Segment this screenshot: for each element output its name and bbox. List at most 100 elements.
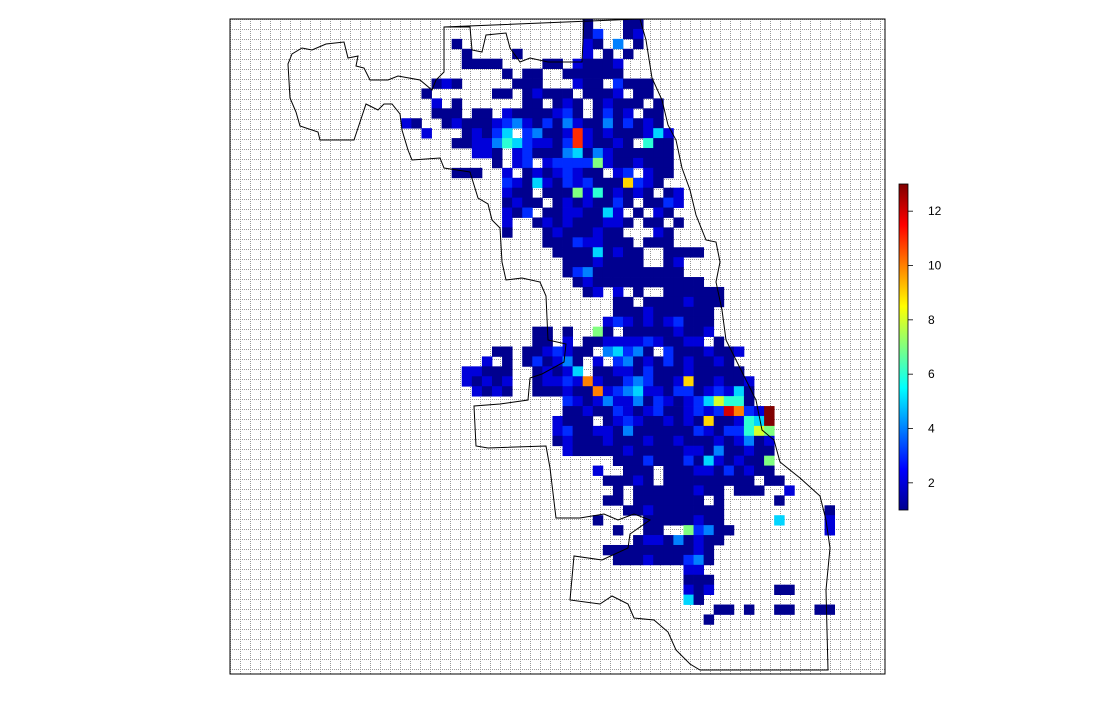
colorbar: 2 4 6 8 10 12: [898, 183, 942, 511]
heatmap-cell: [562, 118, 574, 129]
heatmap-cell: [693, 336, 705, 347]
heatmap-cell: [723, 376, 735, 387]
heatmap-cell: [643, 554, 654, 566]
heatmap-cell: [522, 98, 533, 109]
heatmap-cell: [431, 108, 443, 119]
heatmap-cell: [754, 406, 765, 417]
heatmap-cell: [572, 257, 584, 268]
heatmap-cell: [673, 505, 684, 516]
heatmap-cell: [582, 415, 594, 427]
heatmap-cell: [492, 157, 503, 169]
heatmap-cell: [703, 535, 715, 546]
heatmap-cell: [522, 68, 533, 79]
heatmap-cell: [542, 356, 553, 367]
heatmap-cell: [623, 296, 634, 308]
heatmap-cell: [673, 515, 684, 526]
heatmap-cell: [623, 148, 634, 159]
heatmap-cell: [552, 138, 563, 149]
heatmap-cell: [683, 564, 694, 576]
heatmap-cell: [693, 485, 705, 496]
heatmap-cell: [602, 108, 614, 119]
heatmap-cell: [653, 267, 664, 278]
heatmap-cell: [643, 217, 654, 228]
heatmap-cell: [623, 415, 634, 427]
heatmap-cell: [582, 48, 594, 60]
heatmap-cell: [693, 584, 705, 595]
heatmap-cell: [713, 386, 725, 397]
heatmap-cell: [542, 187, 553, 199]
heatmap-cell: [633, 28, 644, 40]
heatmap-cell: [502, 128, 513, 139]
heatmap-cell: [633, 207, 644, 218]
heatmap-cell: [552, 88, 563, 99]
heatmap-cell: [633, 98, 644, 109]
heatmap-cell: [713, 406, 725, 417]
heatmap-cell: [572, 217, 584, 228]
heatmap-cell: [693, 376, 705, 387]
heatmap-cell: [572, 435, 584, 447]
heatmap-cell: [693, 316, 705, 328]
heatmap-cell: [592, 197, 604, 208]
heatmap-cell: [562, 237, 574, 248]
heatmap-cell: [431, 78, 443, 89]
heatmap-cell: [723, 356, 735, 367]
heatmap-cell: [512, 48, 523, 60]
heatmap-cell: [754, 435, 765, 447]
heatmap-cell: [502, 207, 513, 218]
heatmap-cell: [633, 544, 644, 556]
heatmap-cell: [653, 277, 664, 288]
heatmap-cell: [743, 425, 755, 437]
heatmap-cell: [703, 356, 715, 367]
heatmap-cell: [693, 306, 705, 318]
heatmap-cell: [542, 167, 553, 179]
heatmap-cell: [733, 455, 745, 466]
heatmap-cell: [572, 425, 584, 437]
heatmap-cell: [623, 277, 634, 288]
heatmap-cell: [693, 356, 705, 367]
heatmap-cell: [461, 58, 473, 70]
heatmap-cell: [633, 247, 644, 258]
heatmap-cell: [643, 455, 654, 466]
heatmap-cell: [471, 386, 483, 397]
heatmap-cell: [643, 237, 654, 248]
heatmap-cell: [663, 296, 674, 308]
heatmap-cell: [532, 148, 543, 159]
heatmap-cell: [693, 475, 705, 486]
heatmap-cell: [512, 148, 523, 159]
heatmap-cell: [653, 227, 664, 238]
heatmap-cell: [643, 535, 654, 546]
heatmap-cell: [542, 157, 553, 169]
heatmap-cell: [653, 148, 664, 159]
heatmap-cell: [612, 306, 624, 318]
heatmap-cell: [653, 495, 664, 506]
heatmap-cell: [653, 356, 664, 367]
heatmap-cell: [663, 544, 674, 556]
heatmap-cell: [653, 485, 664, 496]
heatmap-cell: [582, 227, 594, 238]
heatmap-cell: [522, 138, 533, 149]
heatmap-cell: [532, 78, 543, 89]
heatmap-cell: [693, 247, 705, 258]
heatmap-cell: [633, 554, 644, 566]
heatmap-cell: [733, 475, 745, 486]
heatmap-cell: [743, 445, 755, 457]
heatmap-cell: [623, 346, 634, 357]
heatmap-cell: [612, 396, 624, 407]
heatmap-cell: [562, 157, 574, 169]
heatmap-cell: [522, 356, 533, 367]
heatmap-cell: [683, 535, 694, 546]
heatmap-cell: [612, 148, 624, 159]
heatmap-cell: [693, 346, 705, 357]
colorbar-tick-label: 12: [928, 204, 942, 218]
heatmap-cell: [633, 415, 644, 427]
heatmap-cell: [562, 128, 574, 139]
heatmap-cell: [723, 465, 735, 476]
heatmap-cell: [572, 346, 584, 357]
heatmap-cell: [562, 435, 574, 447]
heatmap-cell: [582, 346, 594, 357]
heatmap-cell: [824, 505, 836, 516]
heatmap-cell: [572, 78, 584, 89]
heatmap-cell: [743, 475, 755, 486]
heatmap-cell: [602, 157, 614, 169]
heatmap-cell: [633, 475, 644, 486]
